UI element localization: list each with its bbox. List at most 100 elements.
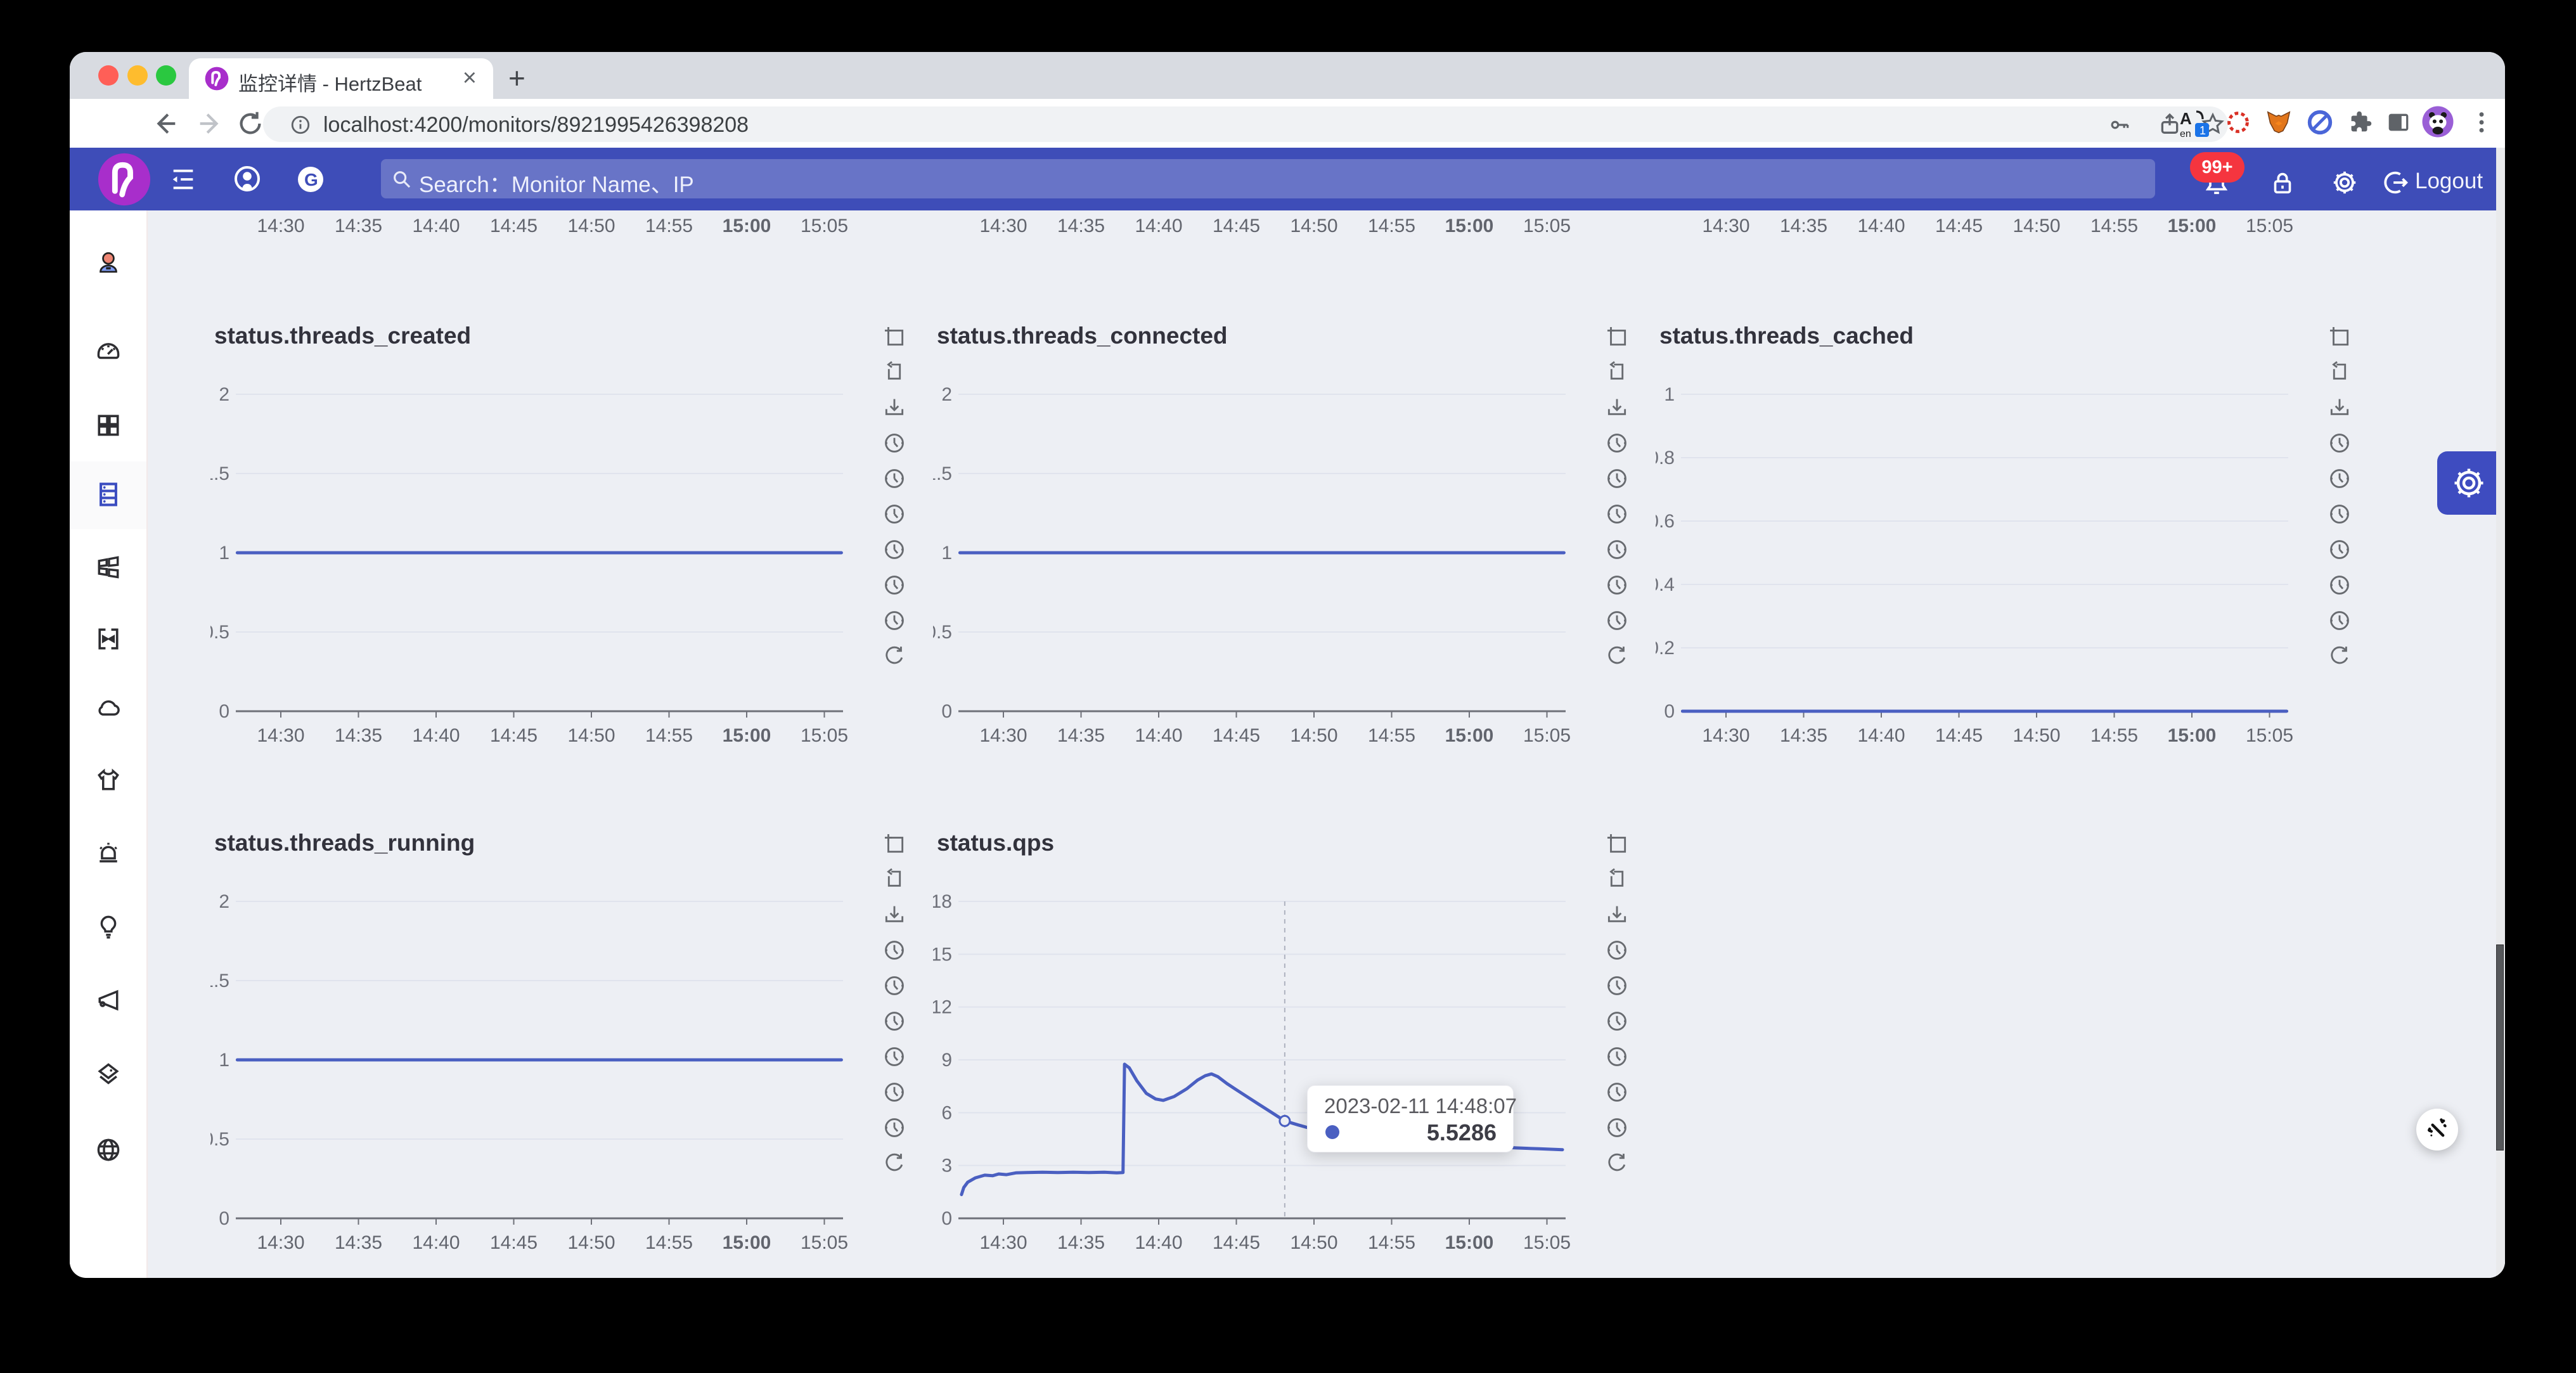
menu-fold-icon[interactable] <box>169 165 198 194</box>
chart-threads-created[interactable]: status.threads_created 2 1.5 1 0.5 0 14:30 14:3… <box>210 311 908 748</box>
download-icon[interactable] <box>1605 903 1629 927</box>
zoom-window-button[interactable] <box>156 65 176 86</box>
clock-icon[interactable] <box>2328 573 2352 597</box>
close-window-button[interactable] <box>98 65 119 86</box>
region-zoom-icon[interactable] <box>882 325 906 349</box>
clock-icon[interactable] <box>882 974 906 998</box>
restore-icon[interactable] <box>882 360 906 384</box>
bulb-icon[interactable] <box>94 913 122 941</box>
clock-icon[interactable] <box>2328 467 2352 491</box>
clock-icon[interactable] <box>1605 1116 1629 1140</box>
clock-icon[interactable] <box>882 538 906 562</box>
url-field[interactable]: localhost:4200/monitors/8921995426398208 <box>263 106 2228 142</box>
clock-icon[interactable] <box>882 938 906 962</box>
grid-icon[interactable] <box>94 411 122 439</box>
region-zoom-icon[interactable] <box>1605 325 1629 349</box>
magic-wand-button[interactable] <box>2416 1109 2458 1151</box>
key-icon[interactable] <box>2108 113 2132 137</box>
new-tab-button[interactable]: + <box>508 61 525 94</box>
megaphone-icon[interactable] <box>94 986 122 1014</box>
clock-icon[interactable] <box>882 1116 906 1140</box>
collapse-arrows-icon[interactable] <box>94 625 122 653</box>
clock-icon[interactable] <box>882 609 906 633</box>
refresh-icon[interactable] <box>2328 644 2352 668</box>
tshirt-icon[interactable] <box>94 766 122 794</box>
puzzle-icon[interactable] <box>2346 108 2375 137</box>
gitee-icon[interactable]: G <box>295 164 326 195</box>
close-tab-icon[interactable]: × <box>462 65 477 91</box>
download-icon[interactable] <box>882 903 906 927</box>
globe-icon[interactable] <box>94 1136 122 1164</box>
tag-icon[interactable] <box>94 1060 122 1088</box>
clock-icon[interactable] <box>1605 1009 1629 1033</box>
timer-icon[interactable] <box>2305 108 2334 137</box>
forward-icon[interactable] <box>195 109 224 138</box>
gauge-icon[interactable] <box>94 336 122 364</box>
clock-icon[interactable] <box>882 467 906 491</box>
clock-icon[interactable] <box>1605 1080 1629 1104</box>
gear-icon[interactable] <box>2330 168 2359 197</box>
back-icon[interactable] <box>151 109 180 138</box>
minimize-window-button[interactable] <box>127 65 148 86</box>
download-icon[interactable] <box>2328 396 2352 420</box>
clock-icon[interactable] <box>1605 1045 1629 1069</box>
clock-icon[interactable] <box>882 502 906 526</box>
hertzbeat-logo[interactable] <box>96 151 152 207</box>
clock-icon[interactable] <box>1605 609 1629 633</box>
search-input[interactable]: Search：Monitor Name、IP <box>381 159 2155 198</box>
star-icon[interactable] <box>2200 112 2225 137</box>
clock-icon[interactable] <box>2328 431 2352 455</box>
chart-threads-cached[interactable]: status.threads_cached 1 0.8 0.6 0.4 0.2 0 14:30… <box>1656 311 2353 748</box>
clock-icon[interactable] <box>1605 974 1629 998</box>
download-icon[interactable] <box>882 396 906 420</box>
panda-avatar[interactable] <box>2420 104 2456 139</box>
clock-icon[interactable] <box>882 431 906 455</box>
metamask-icon[interactable] <box>2264 108 2293 137</box>
download-icon[interactable] <box>1605 396 1629 420</box>
clock-icon[interactable] <box>882 573 906 597</box>
logout-label[interactable]: Logout <box>2415 169 2483 193</box>
restore-icon[interactable] <box>1605 360 1629 384</box>
info-icon[interactable] <box>290 114 311 136</box>
scrollbar-track[interactable] <box>2496 148 2505 1278</box>
clock-icon[interactable] <box>882 1080 906 1104</box>
clock-icon[interactable] <box>1605 431 1629 455</box>
clock-icon[interactable] <box>1605 467 1629 491</box>
chart-qps[interactable]: status.qps 18 15 12 9 6 3 0 14:30 14:35 14:40 14:45… <box>933 818 1630 1255</box>
clock-icon[interactable] <box>1605 538 1629 562</box>
refresh-icon[interactable] <box>1605 1151 1629 1175</box>
restore-icon[interactable] <box>2328 360 2352 384</box>
side-panel-icon[interactable] <box>2384 108 2413 137</box>
logout-icon[interactable] <box>2381 168 2410 197</box>
clock-icon[interactable] <box>882 1009 906 1033</box>
red-ext-icon[interactable] <box>2224 108 2253 137</box>
menu-dots-icon[interactable] <box>2467 108 2496 137</box>
region-zoom-icon[interactable] <box>1605 832 1629 856</box>
active-tab[interactable]: 监控详情 - HertzBeat × <box>189 58 493 99</box>
windows-icon[interactable] <box>94 553 122 581</box>
refresh-icon[interactable] <box>882 1151 906 1175</box>
clock-icon[interactable] <box>1605 938 1629 962</box>
refresh-icon[interactable] <box>1605 644 1629 668</box>
lock-icon[interactable] <box>2268 168 2297 197</box>
float-settings-button[interactable] <box>2437 451 2505 515</box>
clock-icon[interactable] <box>2328 538 2352 562</box>
restore-icon[interactable] <box>1605 867 1629 891</box>
reload-icon[interactable] <box>236 109 265 138</box>
user-avatar[interactable] <box>94 249 122 277</box>
siren-icon[interactable] <box>94 839 122 867</box>
server-icon[interactable] <box>94 480 122 508</box>
chart-threads-connected[interactable]: status.threads_connected 2 1.5 1 0.5 0 14:30 14… <box>933 311 1630 748</box>
region-zoom-icon[interactable] <box>882 832 906 856</box>
chart-threads-running[interactable]: status.threads_running 2 1.5 1 0.5 0 14:30 14:3… <box>210 818 908 1255</box>
refresh-icon[interactable] <box>882 644 906 668</box>
scrollbar-thumb[interactable] <box>2496 944 2504 1151</box>
share-icon[interactable] <box>2157 112 2182 137</box>
clock-icon[interactable] <box>1605 573 1629 597</box>
github-icon[interactable] <box>232 164 262 195</box>
region-zoom-icon[interactable] <box>2328 325 2352 349</box>
clock-icon[interactable] <box>2328 609 2352 633</box>
clock-icon[interactable] <box>2328 502 2352 526</box>
clock-icon[interactable] <box>1605 502 1629 526</box>
